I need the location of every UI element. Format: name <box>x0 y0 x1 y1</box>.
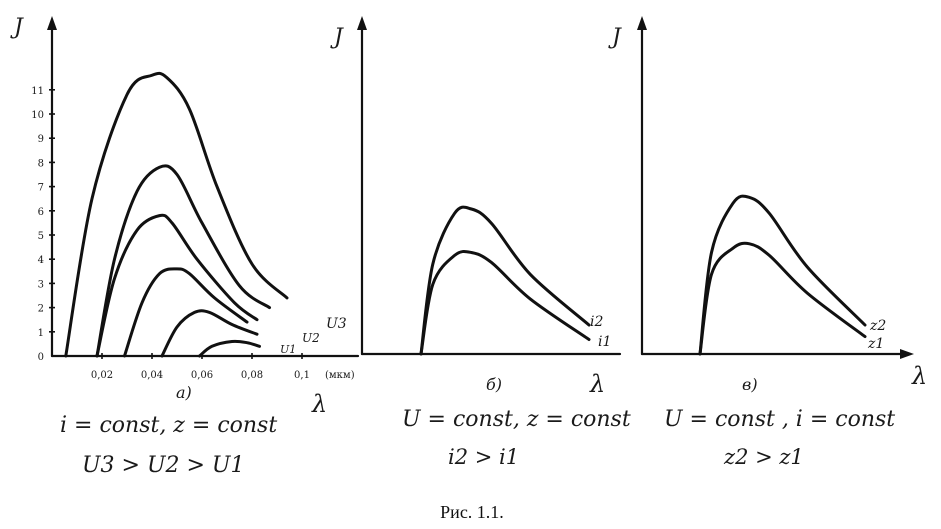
series-curve-6 <box>198 339 261 358</box>
x-axis-label: λ <box>911 362 927 390</box>
y-tick-label: 11 <box>31 86 44 97</box>
y-axis-label: J <box>608 25 622 50</box>
series-curve-5 <box>160 309 259 358</box>
series-curve-z1 <box>698 241 867 356</box>
series-curve-i2 <box>419 205 591 356</box>
panel-label: а) <box>176 383 192 402</box>
y-axis-arrow-icon <box>637 16 647 30</box>
x-axis-label: λ <box>311 390 327 418</box>
curve-label-u3: U3 <box>326 316 347 332</box>
panel-label: в) <box>742 375 758 394</box>
x-tick-label: 0,02 <box>91 370 113 381</box>
y-axis-label: J <box>330 25 344 50</box>
y-axis-arrow-icon <box>357 16 367 30</box>
condition-line-1: U = const, z = const <box>402 407 631 432</box>
series-curve-i1 <box>419 249 591 356</box>
x-axis-label: λ <box>589 370 605 398</box>
series-curve-z2 <box>698 194 867 356</box>
series-curve-4 <box>123 267 249 358</box>
series-curve-u1 <box>95 213 259 358</box>
y-tick-label: 5 <box>38 231 44 242</box>
x-axis-arrow-icon <box>900 349 914 359</box>
y-tick-label: 10 <box>31 110 44 121</box>
condition-line-1: i = const, z = const <box>60 413 277 438</box>
curve-label-u2: U2 <box>302 331 320 345</box>
panel-c: J λ в) U = const , i = const z2 > z1 z2 … <box>608 16 927 469</box>
y-tick-label: 4 <box>38 255 44 266</box>
panel-a: J λ (мкм) а) i = const, z = const U3 > U… <box>10 15 360 478</box>
figure-caption: Рис. 1.1. <box>440 502 504 522</box>
y-tick-label: 2 <box>38 304 44 315</box>
y-axis-label: J <box>10 15 24 40</box>
x-tick-label: 0,1 <box>294 370 310 381</box>
curve-label-i2: i2 <box>590 314 603 330</box>
y-tick-label: 6 <box>38 207 44 218</box>
x-unit-label: (мкм) <box>325 370 355 381</box>
x-tick-label: 0,06 <box>191 370 213 381</box>
condition-line-1: U = const , i = const <box>664 407 895 432</box>
condition-line-2: i2 > i1 <box>448 445 519 469</box>
series-curve-u3 <box>64 71 289 358</box>
series-curve-u2 <box>95 164 271 358</box>
condition-line-2: U3 > U2 > U1 <box>82 453 244 478</box>
panel-label: б) <box>486 375 502 394</box>
y-tick-label: 9 <box>38 134 44 145</box>
y-axis-arrow-icon <box>47 16 57 30</box>
x-tick-label: 0,08 <box>241 370 263 381</box>
y-tick-label-zero: 0 <box>38 352 44 363</box>
curve-label-z2: z2 <box>869 318 886 334</box>
condition-line-2: z2 > z1 <box>723 445 804 469</box>
curve-label-i1: i1 <box>598 334 611 350</box>
y-tick-label: 1 <box>38 328 44 339</box>
y-tick-label: 8 <box>38 158 44 169</box>
y-tick-label: 7 <box>38 183 44 194</box>
y-tick-label: 3 <box>38 279 44 290</box>
panel-b: J λ б) U = const, z = const i2 > i1 i2 i… <box>330 16 631 469</box>
curve-label-z1: z1 <box>867 336 884 352</box>
x-tick-label: 0,04 <box>141 370 163 381</box>
curve-label-u1: U1 <box>280 343 296 356</box>
